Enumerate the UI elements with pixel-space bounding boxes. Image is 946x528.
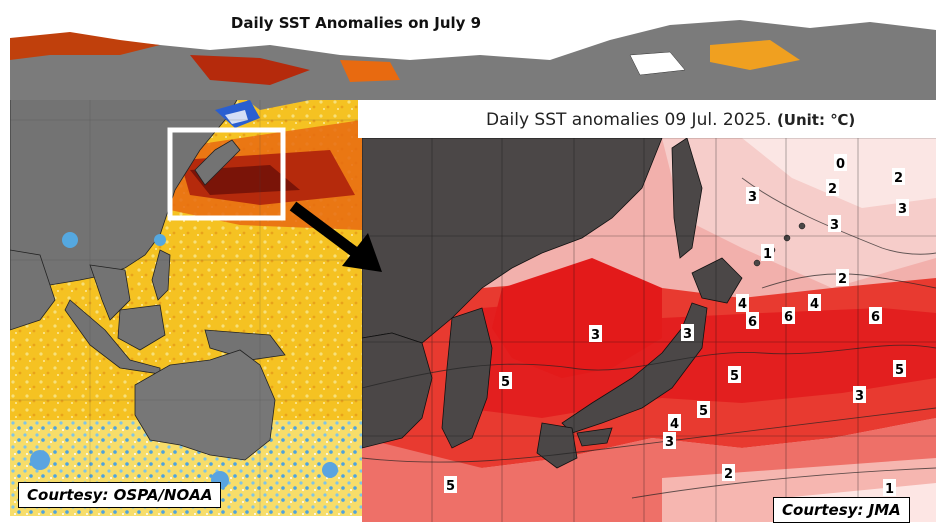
contour-label-text: 3 bbox=[855, 389, 864, 404]
contour-label: 5 bbox=[444, 476, 457, 494]
contour-label-text: 5 bbox=[446, 479, 455, 494]
jma-title-main: Daily SST anomalies 09 Jul. 2025. bbox=[486, 110, 772, 130]
contour-label: 1 bbox=[883, 479, 896, 497]
highlight-box bbox=[167, 127, 286, 221]
contour-label-text: 3 bbox=[898, 202, 907, 217]
contour-label: 3 bbox=[853, 386, 866, 404]
map-title: Daily SST Anomalies on July 9 bbox=[230, 14, 482, 32]
noaa-top-strip bbox=[10, 0, 936, 100]
contour-label: 2 bbox=[722, 464, 735, 482]
contour-label-text: 3 bbox=[591, 328, 600, 343]
contour-label: 4 bbox=[736, 294, 749, 312]
contour-label-text: 2 bbox=[838, 272, 847, 287]
contour-label-text: 5 bbox=[699, 404, 708, 419]
contour-label: 4 bbox=[808, 294, 821, 312]
noaa-courtesy-label: Courtesy: OSPA/NOAA bbox=[18, 482, 222, 508]
contour-label: 6 bbox=[782, 307, 795, 325]
contour-label-text: 4 bbox=[810, 297, 819, 312]
contour-label-text: 2 bbox=[894, 171, 903, 186]
jma-sst-map-graphic: 02233331243463665555343251 bbox=[362, 138, 936, 522]
contour-label: 3 bbox=[746, 187, 759, 205]
contour-label-text: 6 bbox=[748, 315, 757, 330]
contour-label-text: 3 bbox=[683, 327, 692, 342]
contour-label-text: 4 bbox=[738, 297, 747, 312]
contour-label-text: 1 bbox=[763, 247, 772, 262]
contour-label-text: 5 bbox=[730, 369, 739, 384]
contour-label: 3 bbox=[663, 432, 676, 450]
contour-label-text: 6 bbox=[784, 310, 793, 325]
contour-label-text: 3 bbox=[665, 435, 674, 450]
contour-label: 2 bbox=[836, 269, 849, 287]
contour-label-text: 2 bbox=[828, 182, 837, 197]
contour-label-text: 2 bbox=[724, 467, 733, 482]
contour-label: 2 bbox=[826, 179, 839, 197]
contour-label: 5 bbox=[893, 360, 906, 378]
contour-label: 6 bbox=[746, 312, 759, 330]
jma-courtesy-label: Courtesy: JMA bbox=[773, 497, 910, 523]
contour-label: 5 bbox=[697, 401, 710, 419]
jma-title-bar bbox=[358, 100, 918, 138]
contour-label-text: 4 bbox=[670, 417, 679, 432]
jma-title-unit: (Unit: ℃) bbox=[776, 111, 856, 129]
contour-label: 5 bbox=[728, 366, 741, 384]
contour-label: 5 bbox=[499, 372, 512, 390]
jma-sst-map: 02233331243463665555343251 bbox=[362, 138, 936, 522]
contour-label-text: 5 bbox=[895, 363, 904, 378]
contour-label-text: 5 bbox=[501, 375, 510, 390]
contour-label-text: 3 bbox=[830, 218, 839, 233]
contour-label: 1 bbox=[761, 244, 774, 262]
jma-map-title: Daily SST anomalies 09 Jul. 2025. (Unit:… bbox=[486, 110, 855, 130]
contour-label: 0 bbox=[834, 154, 847, 172]
contour-label: 6 bbox=[869, 307, 882, 325]
contour-label: 3 bbox=[828, 215, 841, 233]
contour-label: 3 bbox=[681, 324, 694, 342]
contour-label: 3 bbox=[896, 199, 909, 217]
contour-label: 3 bbox=[589, 325, 602, 343]
contour-label-text: 6 bbox=[871, 310, 880, 325]
contour-label-text: 0 bbox=[836, 157, 845, 172]
contour-label: 2 bbox=[892, 168, 905, 186]
contour-label-text: 1 bbox=[885, 482, 894, 497]
contour-label-text: 3 bbox=[748, 190, 757, 205]
contour-label: 4 bbox=[668, 414, 681, 432]
